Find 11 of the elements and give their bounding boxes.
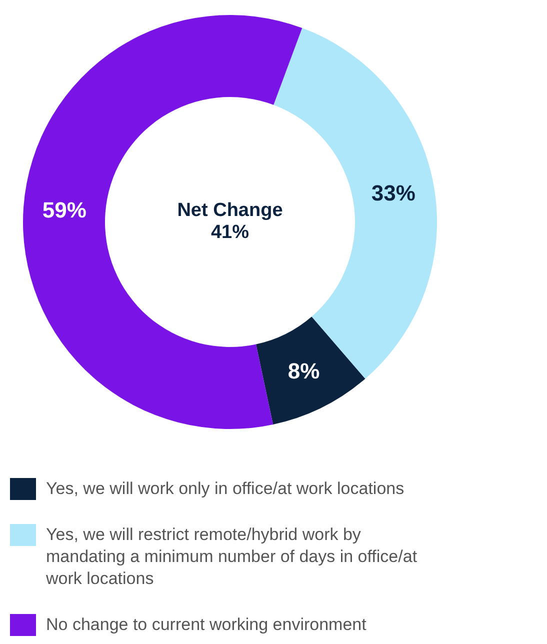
donut-slice: [256, 316, 366, 424]
legend-label: Yes, we will work only in office/at work locations: [46, 479, 404, 498]
data-label: 59%: [42, 198, 86, 223]
data-label: 33%: [371, 180, 416, 206]
text: Net Change: [177, 200, 283, 221]
legend-item: No change to current working environment: [10, 614, 366, 636]
legend-item: Yes, we will work only in office/at work locations: [10, 478, 404, 500]
legend-label: No change to current working environment: [46, 615, 367, 634]
text: 41%: [210, 222, 250, 243]
data-label: 8%: [288, 358, 320, 384]
legend-item: Yes, we will restrict remote/hybrid work by mandating a minimum number of days in office/at work locations: [10, 524, 418, 588]
